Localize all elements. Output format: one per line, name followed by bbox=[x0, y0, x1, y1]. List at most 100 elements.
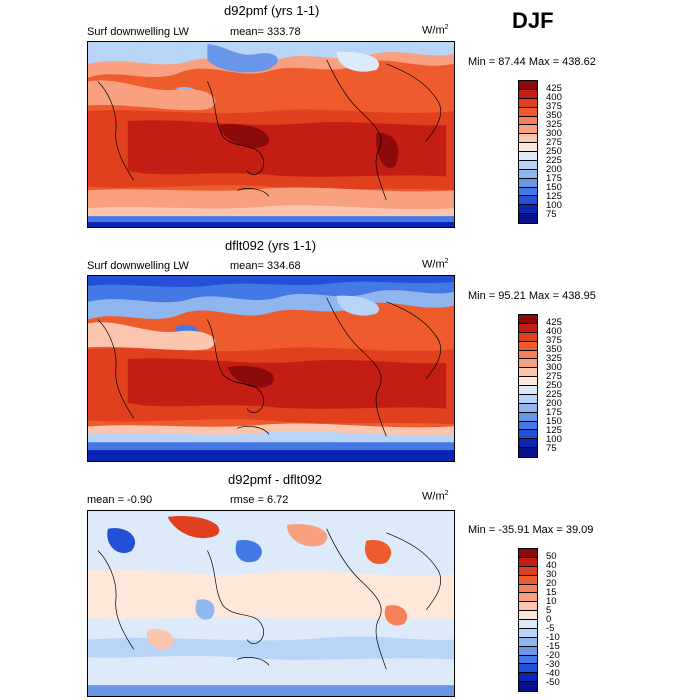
mean-label: mean = -0.90 bbox=[87, 494, 153, 506]
colorbar-swatch bbox=[519, 611, 537, 620]
colorbar-tick-label: 350 bbox=[546, 344, 562, 355]
colorbar-tick-label: -15 bbox=[546, 641, 560, 652]
colorbar-tick-label: 300 bbox=[546, 128, 562, 139]
colorbar-swatch bbox=[519, 350, 537, 360]
colorbar-tick-label: 5 bbox=[546, 605, 552, 616]
colorbar-swatch bbox=[519, 403, 537, 413]
colorbar-tick-label: 425 bbox=[546, 83, 562, 94]
colorbar-tick-label: 400 bbox=[546, 326, 562, 337]
colorbar-tick-label: -10 bbox=[546, 632, 560, 643]
colorbar-tick-label: 375 bbox=[546, 101, 562, 112]
colorbar-tick-label: 425 bbox=[546, 317, 562, 328]
variable-label: Surf downwelling LW bbox=[87, 260, 189, 272]
mean-label: mean= 334.68 bbox=[230, 260, 301, 272]
colorbar-swatch bbox=[519, 196, 537, 206]
colorbar-tick-label: 75 bbox=[546, 443, 557, 454]
colorbar-swatch bbox=[519, 620, 537, 629]
colorbar-swatch bbox=[519, 377, 537, 386]
colorbar-swatch bbox=[519, 160, 537, 170]
colorbar-tick-label: 200 bbox=[546, 398, 562, 409]
colorbar-swatch bbox=[519, 448, 537, 457]
colorbar-swatch bbox=[519, 386, 537, 395]
colorbar-swatch bbox=[519, 421, 537, 431]
colorbar-swatch bbox=[519, 205, 537, 215]
colorbar-swatch bbox=[519, 593, 537, 603]
colorbar-swatch bbox=[519, 646, 537, 656]
colorbar-tick-label: 325 bbox=[546, 119, 562, 130]
colorbar-swatch bbox=[519, 315, 537, 324]
map-panel bbox=[87, 41, 455, 228]
colorbar-swatch bbox=[519, 549, 537, 558]
colorbar-tick-label: 150 bbox=[546, 416, 562, 427]
colorbar-swatch bbox=[519, 439, 537, 449]
colorbar-tick-label: 10 bbox=[546, 596, 557, 607]
colorbar-tick-label: 100 bbox=[546, 434, 562, 445]
colorbar-swatch bbox=[519, 169, 537, 179]
colorbar-swatch bbox=[519, 125, 537, 135]
colorbar-tick-label: 30 bbox=[546, 569, 557, 580]
colorbar-tick-label: 100 bbox=[546, 200, 562, 211]
colorbar-tick-label: 275 bbox=[546, 371, 562, 382]
colorbar-swatch bbox=[519, 116, 537, 126]
mean-label: mean= 333.78 bbox=[230, 26, 301, 38]
colorbar-tick-label: 75 bbox=[546, 209, 557, 220]
colorbar-swatch bbox=[519, 664, 537, 674]
colorbar-tick-label: 40 bbox=[546, 560, 557, 571]
colorbar-swatch bbox=[519, 98, 537, 108]
units-label: W/m2 bbox=[422, 490, 449, 503]
colorbar-swatch bbox=[519, 359, 537, 369]
panel-title: d92pmf - dflt092 bbox=[228, 472, 322, 487]
colorbar-swatch bbox=[519, 637, 537, 647]
colorbar-swatch bbox=[519, 89, 537, 99]
colorbar-swatch bbox=[519, 655, 537, 665]
colorbar-swatch bbox=[519, 323, 537, 333]
colorbar-tick-label: -20 bbox=[546, 650, 560, 661]
colorbar-swatch bbox=[519, 584, 537, 594]
colorbar-swatch bbox=[519, 332, 537, 342]
colorbar-tick-label: 375 bbox=[546, 335, 562, 346]
colorbar-swatch bbox=[519, 557, 537, 567]
map-panel bbox=[87, 510, 455, 697]
colorbar-swatch bbox=[519, 412, 537, 422]
units-label: W/m2 bbox=[422, 24, 449, 37]
colorbar-tick-label: 125 bbox=[546, 191, 562, 202]
colorbar-tick-label: 15 bbox=[546, 587, 557, 598]
colorbar-swatch bbox=[519, 214, 537, 223]
colorbar-swatch bbox=[519, 575, 537, 585]
colorbar-swatch bbox=[519, 143, 537, 152]
map-panel bbox=[87, 275, 455, 462]
colorbar-swatch bbox=[519, 602, 537, 612]
colorbar-swatch bbox=[519, 682, 537, 691]
colorbar-swatch bbox=[519, 628, 537, 638]
colorbar-tick-label: 325 bbox=[546, 353, 562, 364]
colorbar-tick-label: 200 bbox=[546, 164, 562, 175]
units-label: W/m2 bbox=[422, 258, 449, 271]
colorbar-swatch bbox=[519, 178, 537, 188]
panel-title: d92pmf (yrs 1-1) bbox=[224, 3, 320, 18]
colorbar-tick-label: 300 bbox=[546, 362, 562, 373]
colorbar-swatch bbox=[519, 152, 537, 161]
minmax-label: Min = 87.44 Max = 438.62 bbox=[468, 56, 596, 68]
colorbar-tick-label: 225 bbox=[546, 389, 562, 400]
colorbar-swatch bbox=[519, 673, 537, 683]
season-label: DJF bbox=[512, 8, 554, 33]
colorbar-tick-label: -40 bbox=[546, 668, 560, 679]
colorbar-swatch bbox=[519, 430, 537, 440]
colorbar-tick-label: 0 bbox=[546, 614, 552, 625]
colorbar-tick-label: -50 bbox=[546, 677, 560, 688]
variable-label: Surf downwelling LW bbox=[87, 26, 189, 38]
colorbar-tick-label: 250 bbox=[546, 146, 562, 157]
panel-title: dflt092 (yrs 1-1) bbox=[225, 238, 317, 253]
colorbar-swatch bbox=[519, 368, 537, 378]
colorbar-tick-label: 250 bbox=[546, 380, 562, 391]
colorbar-tick-label: 20 bbox=[546, 578, 557, 589]
colorbar-swatch bbox=[519, 341, 537, 351]
colorbar-swatch bbox=[519, 107, 537, 117]
colorbar bbox=[518, 314, 538, 458]
colorbar-tick-label: -30 bbox=[546, 659, 560, 670]
colorbar-tick-label: 175 bbox=[546, 407, 562, 418]
colorbar-tick-label: 350 bbox=[546, 110, 562, 121]
colorbar bbox=[518, 80, 538, 224]
colorbar-tick-label: 400 bbox=[546, 92, 562, 103]
colorbar bbox=[518, 548, 538, 692]
